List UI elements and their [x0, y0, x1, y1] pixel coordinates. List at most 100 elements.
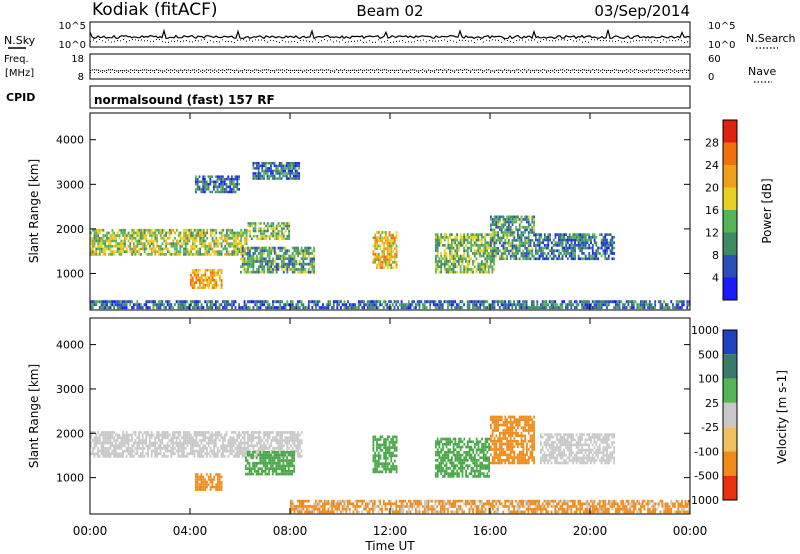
heatmap-cell	[202, 228, 205, 232]
nave-point	[330, 72, 331, 73]
freq-point	[634, 69, 636, 71]
heatmap-cell	[282, 174, 285, 178]
heatmap-cell	[268, 254, 271, 258]
heatmap-cell	[184, 436, 187, 440]
heatmap-cell	[158, 250, 160, 253]
heatmap-cell	[250, 246, 253, 250]
heatmap-cell	[436, 260, 439, 263]
heatmap-cell	[508, 231, 510, 234]
heatmap-cell	[175, 436, 178, 440]
heatmap-cell	[248, 265, 251, 269]
noise-search-point	[576, 40, 577, 42]
heatmap-cell	[436, 246, 439, 250]
freq-point	[420, 69, 422, 72]
heatmap-cell	[306, 249, 308, 253]
heatmap-cell	[385, 263, 387, 267]
noise-search-point	[504, 39, 505, 41]
heatmap-cell	[211, 439, 214, 442]
heatmap-cell	[267, 227, 269, 230]
noise-search-point	[582, 41, 583, 43]
heatmap-cell	[452, 265, 455, 269]
heatmap-cell	[284, 222, 287, 225]
heatmap-cell	[161, 247, 164, 251]
heatmap-cell	[159, 303, 162, 307]
heatmap-cell	[195, 279, 198, 282]
heatmap-cell	[186, 247, 189, 251]
heatmap-cell	[499, 226, 501, 229]
heatmap-cell	[250, 254, 253, 258]
heatmap-cell	[177, 447, 180, 450]
heatmap-cell	[590, 236, 592, 239]
heatmap-cell	[201, 242, 203, 245]
heatmap-cell	[270, 167, 272, 170]
heatmap-cell	[132, 431, 135, 434]
heatmap-cell	[480, 233, 483, 236]
heatmap-cell	[291, 436, 294, 440]
heatmap-cell	[183, 250, 185, 253]
heatmap-cell	[381, 260, 384, 264]
heatmap-cell	[495, 254, 498, 258]
heatmap-cell	[206, 300, 208, 304]
heatmap-cell	[466, 252, 469, 255]
heatmap-cell	[222, 247, 225, 251]
heatmap-cell	[397, 306, 399, 310]
nave-point	[310, 72, 311, 73]
heatmap-cell	[522, 300, 524, 304]
heatmap-cell	[109, 244, 112, 248]
heatmap-cell	[272, 249, 274, 253]
heatmap-cell	[157, 444, 160, 448]
heatmap-cell	[286, 257, 289, 261]
heatmap-cell	[198, 452, 201, 456]
heatmap-cell	[609, 244, 612, 247]
nave-point	[210, 72, 211, 73]
heatmap-cell	[663, 300, 665, 304]
heatmap-cell	[561, 300, 564, 304]
nave-point	[90, 72, 91, 73]
heatmap-cell	[167, 242, 169, 245]
heatmap-cell	[175, 441, 178, 445]
heatmap-cell	[161, 231, 164, 235]
heatmap-cell	[500, 300, 503, 304]
freq-point	[168, 69, 170, 72]
nave-point	[446, 72, 447, 73]
heatmap-cell	[250, 441, 253, 445]
heatmap-cell	[256, 249, 258, 253]
heatmap-cell	[252, 270, 255, 274]
heatmap-cell	[209, 447, 212, 450]
heatmap-cell	[115, 250, 117, 253]
heatmap-cell	[206, 455, 208, 458]
heatmap-cell	[204, 188, 206, 191]
heatmap-cell	[440, 300, 442, 304]
heatmap-cell	[296, 162, 299, 165]
heatmap-cell	[285, 162, 288, 165]
heatmap-cell	[177, 452, 180, 456]
heatmap-cell	[134, 250, 137, 253]
heatmap-cell	[286, 431, 289, 434]
heatmap-cell	[261, 164, 264, 168]
noise-left-label: N.Sky	[4, 34, 36, 47]
heatmap-cell	[565, 233, 567, 236]
heatmap-cell	[527, 220, 530, 224]
heatmap-cell	[182, 441, 185, 445]
heatmap-cell	[206, 284, 209, 287]
heatmap-cell	[438, 241, 441, 245]
heatmap-cell	[445, 268, 448, 271]
heatmap-cell	[524, 257, 526, 261]
heatmap-cell	[90, 231, 92, 235]
heatmap-cell	[118, 242, 121, 245]
heatmap-cell	[495, 241, 498, 245]
heatmap-cell	[156, 236, 158, 240]
heatmap-cell	[182, 433, 185, 437]
freq-point	[548, 70, 550, 72]
freq-point	[456, 69, 458, 71]
heatmap-cell	[363, 303, 365, 307]
heatmap-cell	[133, 247, 135, 251]
nave-point	[602, 72, 603, 73]
heatmap-cell	[93, 242, 96, 245]
noise-search-point	[327, 40, 328, 42]
heatmap-cell	[547, 246, 550, 250]
heatmap-cell	[265, 237, 267, 240]
heatmap-cell	[170, 452, 173, 456]
freq-point	[506, 69, 508, 72]
heatmap-cell	[388, 252, 391, 256]
